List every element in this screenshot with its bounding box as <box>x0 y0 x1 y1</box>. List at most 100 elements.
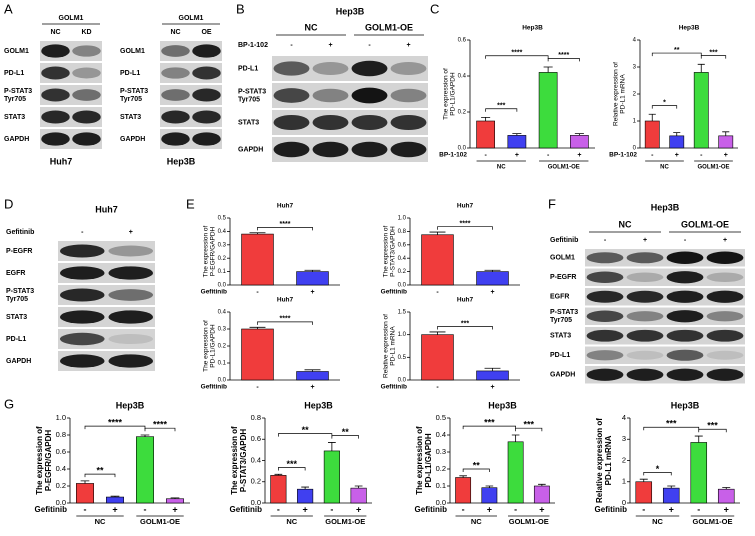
blot-band <box>312 88 349 103</box>
x-tick-label: + <box>669 504 674 514</box>
row-label: PD-L1 <box>4 70 24 77</box>
error-bar <box>697 63 705 73</box>
x-tick-label: + <box>724 504 729 514</box>
lane-label: - <box>684 237 687 244</box>
sig-bracket <box>257 227 313 231</box>
sig-bracket <box>257 321 313 325</box>
blot-band <box>72 110 101 124</box>
row-label: GAPDH <box>4 136 29 143</box>
panel-label: G <box>4 396 14 411</box>
group-label: GOLM1-OE <box>365 22 413 32</box>
error-bar <box>170 497 180 499</box>
row-label: GOLM1 <box>120 48 145 55</box>
row-label: PD-L1 <box>120 70 140 77</box>
blot-title: Hep3B <box>336 6 365 16</box>
error-bar <box>639 478 648 482</box>
y-tick-label: 4 <box>622 413 626 422</box>
blot-band <box>108 354 154 368</box>
treatment-label: Gefitinib <box>6 229 34 236</box>
sig-bracket <box>462 425 516 430</box>
chart-title: Hep3B <box>304 400 333 410</box>
x-tick-label: - <box>697 504 700 514</box>
row-label: STAT3 <box>120 114 141 121</box>
blot-band <box>390 141 427 158</box>
y-axis-label: Relative expression of <box>383 314 390 378</box>
row-label: STAT3 <box>550 333 571 340</box>
row-label: EGFR <box>6 270 25 277</box>
y-axis-label: The expression of <box>35 426 44 495</box>
y-tick-label: 0.6 <box>398 242 407 248</box>
lane-label: + <box>406 42 410 49</box>
y-tick-label: 0.8 <box>56 430 66 439</box>
x-tick-label: - <box>144 504 147 514</box>
lane-label: + <box>328 42 332 49</box>
lane-label: + <box>723 237 727 244</box>
bar <box>296 371 329 381</box>
panel-label: B <box>236 1 245 16</box>
row-label: Tyr705 <box>120 96 142 103</box>
bar <box>481 487 498 504</box>
error-bar <box>481 117 491 121</box>
sig-bracket <box>278 467 306 471</box>
blot-band <box>586 252 624 264</box>
chart-title: Hep3B <box>679 25 700 32</box>
blot-band <box>108 289 154 301</box>
blot-band <box>72 89 101 101</box>
blot-band <box>666 368 704 381</box>
x-tick-label: + <box>302 504 307 514</box>
error-bar <box>304 269 321 272</box>
x-tick-label: + <box>515 152 519 159</box>
y-tick-label: 0.6 <box>56 447 66 456</box>
bar <box>76 483 95 504</box>
sig-bracket <box>643 472 672 476</box>
y-axis-label: PD-L1/GAPDH <box>210 324 217 368</box>
y-tick-label: 0.8 <box>398 229 407 235</box>
y-tick-label: 1 <box>622 477 626 486</box>
group-label: GOLM1-OE <box>681 219 729 229</box>
sig-label: ** <box>473 460 481 470</box>
x-tick-label: - <box>256 384 259 391</box>
row-label: P-STAT3 <box>238 88 266 95</box>
blot-band <box>59 266 105 280</box>
sig-bracket <box>515 427 543 432</box>
blot-band <box>161 89 190 101</box>
blot-band <box>312 114 349 131</box>
error-bar <box>274 473 283 476</box>
error-bar <box>80 480 90 484</box>
x-tick-label: - <box>277 504 280 514</box>
group-label: GOLM1-OE <box>140 517 180 526</box>
blot-band <box>72 132 101 146</box>
sig-label: **** <box>558 52 569 59</box>
treatment-label: Gefitinib <box>201 289 227 296</box>
y-tick-label: 0.0 <box>218 378 227 384</box>
error-bar <box>538 483 546 486</box>
blot-band <box>192 110 221 124</box>
y-axis-label: The expression of <box>203 320 210 372</box>
y-axis-label: The expression of <box>230 426 239 495</box>
error-bar <box>484 367 501 371</box>
error-bar <box>543 66 553 73</box>
blot-band <box>192 66 221 80</box>
panel-label: F <box>548 196 556 211</box>
row-label: PD-L1 <box>550 352 570 359</box>
bar <box>296 271 329 286</box>
treatment-label: BP-1-102 <box>609 152 637 159</box>
sig-bracket <box>278 433 333 437</box>
row-label: EGFR <box>550 294 569 301</box>
x-tick-label: + <box>172 504 177 514</box>
error-bar <box>301 486 310 490</box>
y-tick-label: 0.4 <box>251 455 261 464</box>
row-label: P-EGFR <box>550 274 576 281</box>
sig-bracket <box>485 108 518 112</box>
blot-band <box>59 354 105 368</box>
sig-bracket <box>84 473 116 478</box>
treatment-label: Gefitinib <box>550 237 578 244</box>
y-axis-label: The expression of <box>203 225 210 277</box>
sig-label: *** <box>666 419 677 429</box>
treatment-label: Gefitinib <box>230 505 263 514</box>
x-tick-label: + <box>577 152 581 159</box>
y-tick-label: 3 <box>633 65 637 71</box>
blot-band <box>161 67 190 79</box>
blot-band <box>586 350 624 361</box>
blot-band <box>626 311 664 322</box>
